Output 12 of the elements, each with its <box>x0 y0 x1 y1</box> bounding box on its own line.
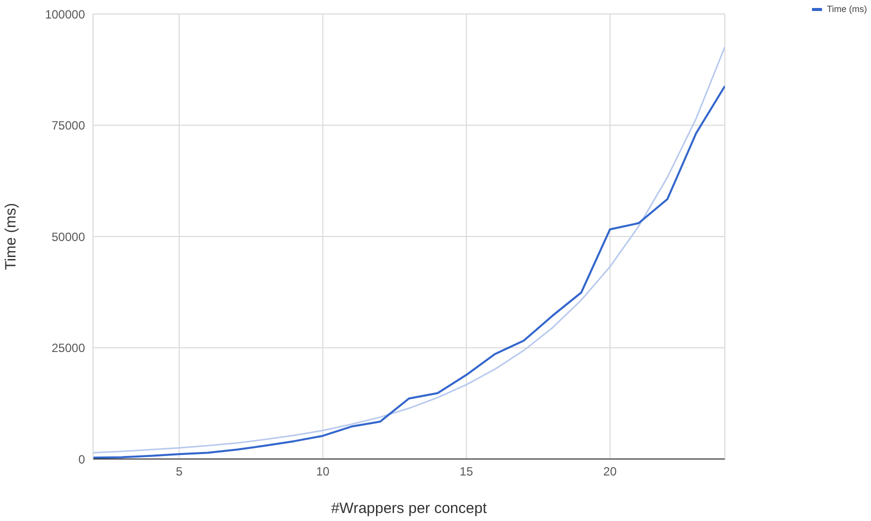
x-tick-label: 20 <box>603 464 617 479</box>
y-tick-label: 0 <box>78 452 86 466</box>
legend-label: Time (ms) <box>826 4 867 14</box>
x-axis-title: #Wrappers per concept <box>331 500 488 517</box>
y-axis-title: Time (ms) <box>2 203 20 270</box>
x-tick-label: 5 <box>176 464 183 479</box>
y-tick-label: 100000 <box>44 7 86 22</box>
y-tick-label: 25000 <box>52 341 86 356</box>
y-tick-label: 75000 <box>52 118 86 133</box>
x-tick-label: 15 <box>460 464 474 479</box>
x-tick-label: 10 <box>316 464 330 479</box>
y-tick-label: 50000 <box>52 230 86 244</box>
